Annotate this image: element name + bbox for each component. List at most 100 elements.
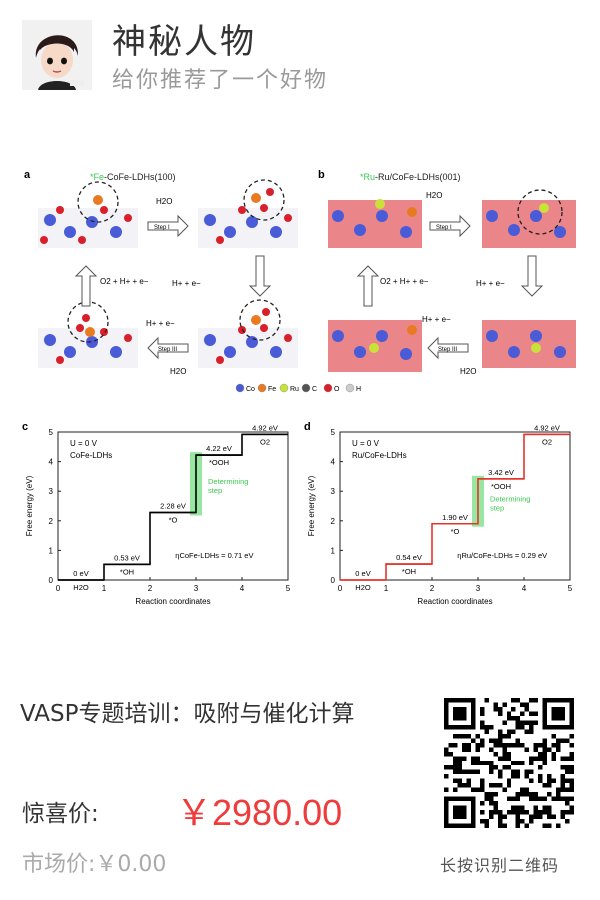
legend-label-fe: Fe	[268, 386, 276, 393]
chart-d: d 0 1 2 3 4 5 0 1 2 3 4 5 Reaction coordinates Free en…	[304, 421, 573, 606]
course-title: VASP专题培训：吸附与催化计算	[20, 701, 355, 727]
release-label-a: O2 + H+ + e−	[100, 277, 149, 286]
condition-label: U = 0 V	[70, 439, 98, 448]
value-label: 2.28 eV	[160, 502, 186, 511]
series-label: CoFe-LDHs	[70, 451, 112, 460]
y-tick-label: 5	[331, 428, 336, 437]
recommend-text: 给你推荐了一个好物	[112, 68, 329, 93]
qr-hint: 长按识别二维码	[440, 856, 560, 875]
x-axis-label: Reaction coordinates	[135, 597, 210, 606]
step3-arrow-a: Step III	[147, 336, 189, 360]
plot-frame	[57, 431, 289, 581]
market-price: 市场价:￥0.00	[22, 852, 167, 877]
panel-c-letter: c	[22, 421, 28, 433]
value-label: 0 eV	[355, 569, 370, 578]
x-tick-label: 0	[56, 584, 61, 593]
species-label: *OOH	[491, 482, 511, 491]
species-label: *OH	[120, 567, 134, 576]
species-label: *O	[169, 516, 178, 525]
x-tick-label: 5	[568, 584, 573, 593]
avatar[interactable]	[22, 20, 92, 90]
crystal-b4	[482, 320, 576, 368]
qr-code[interactable]	[444, 698, 574, 828]
h2o-label-a1: H2O	[156, 197, 172, 206]
panel-d-letter: d	[304, 421, 311, 433]
crystal-b3	[328, 320, 422, 372]
step4-arrow-a	[74, 265, 98, 307]
h2o-label-b1: H2O	[426, 191, 442, 200]
value-label: 0.54 eV	[396, 553, 422, 562]
y-tick-label: 4	[49, 458, 54, 467]
value-label: 4.22 eV	[206, 444, 232, 453]
species-label: O2	[260, 437, 270, 446]
legend-swatch-h	[345, 383, 355, 393]
legend-swatch-o	[323, 383, 333, 393]
determining-step-label-2: step	[208, 486, 222, 495]
y-tick-label: 3	[49, 487, 54, 496]
price-label: 惊喜价:	[22, 801, 99, 827]
x-tick-label: 0	[338, 584, 343, 593]
x-tick-label: 2	[430, 584, 435, 593]
figure-svg: a *Fe-CoFe-LDHs(100)	[22, 169, 576, 606]
y-axis-label: Free energy (eV)	[25, 475, 34, 536]
legend-swatch-co	[235, 383, 245, 393]
y-tick-label: 2	[331, 517, 336, 526]
value-label: 1.90 eV	[442, 513, 468, 522]
species-label: O2	[542, 437, 552, 446]
x-tick-label: 1	[102, 584, 107, 593]
y-tick-label: 1	[49, 546, 54, 555]
series-label: Ru/CoFe-LDHs	[352, 451, 407, 460]
hplus-label-a2: H+ + e−	[146, 319, 175, 328]
value-label: 0.53 eV	[114, 553, 140, 562]
x-axis-label: Reaction coordinates	[417, 597, 492, 606]
avatar-image	[22, 20, 92, 90]
panel-a-caption-rest: -CoFe-LDHs(100)	[104, 172, 176, 182]
x-tick-label: 3	[476, 584, 481, 593]
y-tick-label: 5	[49, 428, 54, 437]
y-tick-label: 4	[331, 458, 336, 467]
h2o-label-b2: H2O	[460, 367, 476, 376]
hplus-label-b2: H+ + e−	[422, 315, 451, 324]
determining-step-label-1: Determining	[208, 477, 248, 486]
legend-swatch-fe	[257, 383, 267, 393]
legend-label-o: O	[334, 386, 340, 393]
legend-label-c: C	[312, 386, 317, 393]
y-tick-label: 3	[331, 487, 336, 496]
step4-arrow-b	[356, 265, 380, 307]
species-label: H2O	[355, 583, 371, 592]
step2-arrow-a	[248, 255, 272, 297]
x-tick-label: 3	[194, 584, 199, 593]
chart-c: c 0 1 2 3 4 5 0 1 2 3 4 5 Reaction coordinates Free en…	[22, 421, 291, 606]
share-header: 神秘人物 给你推荐了一个好物	[0, 0, 600, 110]
panel-b-caption-rest: -Ru/CoFe-LDHs(001)	[375, 172, 461, 182]
value-label: 4.92 eV	[252, 423, 278, 432]
crystal-b2	[482, 189, 576, 248]
legend-label-h: H	[356, 386, 361, 393]
crystal-a2	[198, 179, 298, 248]
svg-text:Step III: Step III	[438, 347, 457, 353]
hplus-label-b1: H+ + e−	[476, 279, 505, 288]
species-label: *OOH	[209, 458, 229, 467]
crystal-a1	[38, 181, 138, 248]
svg-text:Step I: Step I	[154, 225, 170, 231]
crystal-b1	[328, 199, 422, 248]
crystal-a4	[198, 299, 298, 368]
step2-arrow-b	[520, 255, 544, 297]
determining-step-label-2: step	[490, 503, 504, 512]
atom-legend: Co Fe Ru C O H	[235, 383, 361, 393]
panel-b-letter: b	[318, 169, 325, 181]
determining-step-label-1: Determining	[490, 494, 530, 503]
price-value: ￥2980.00	[176, 792, 343, 833]
panel-a-caption: *Fe-CoFe-LDHs(100)	[90, 172, 176, 182]
legend-swatch-ru	[279, 383, 289, 393]
legend-label-co: Co	[246, 386, 255, 393]
y-tick-label: 0	[331, 576, 336, 585]
step1-arrow-a: Step I	[147, 214, 189, 238]
legend-label-ru: Ru	[290, 386, 299, 393]
x-tick-label: 4	[522, 584, 527, 593]
panel-a-caption-prefix: *Fe	[90, 172, 104, 182]
x-tick-label: 1	[384, 584, 389, 593]
svg-text:Step I: Step I	[436, 225, 452, 231]
value-label: 3.42 eV	[488, 468, 514, 477]
qr-code-image	[444, 698, 574, 828]
